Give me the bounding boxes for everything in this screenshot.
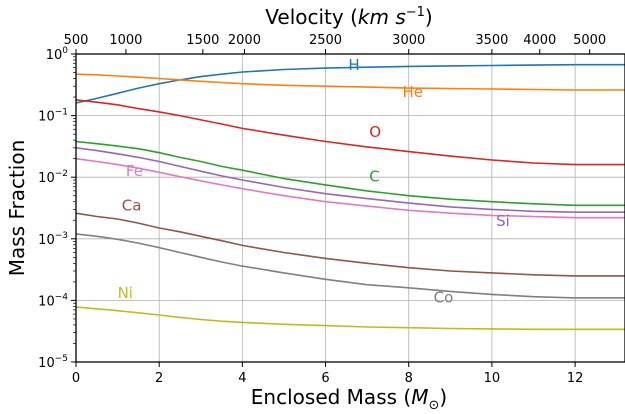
series-line-co [75, 233, 625, 299]
top-axis-title: Velocity (km s−1) [265, 5, 432, 29]
grid [75, 53, 625, 363]
top-tick-label: 2000 [228, 33, 261, 48]
top-tick-label: 5000 [573, 33, 606, 48]
top-tick-label: 3500 [475, 33, 508, 48]
series-line-h [75, 63, 625, 104]
series-label-h: H [348, 56, 359, 74]
series-label-fe: Fe [126, 162, 143, 180]
top-tick-label: 4000 [523, 33, 556, 48]
series-line-si [75, 147, 625, 213]
x-tick-label: 8 [405, 371, 413, 386]
series-line-c [75, 140, 625, 207]
series-line-he [75, 73, 625, 91]
series-line-fe [75, 157, 625, 219]
y-axis-title: Mass Fraction [5, 140, 29, 277]
series-labels: H He O C Si Fe Ca Co Ni [118, 56, 510, 306]
x-tick-label: 4 [238, 371, 246, 386]
top-tick-label: 2500 [309, 33, 342, 48]
series-label-c: C [369, 168, 379, 186]
series-label-he: He [402, 83, 423, 101]
series-label-o: O [369, 123, 381, 141]
series-line-o [75, 99, 625, 166]
y-tick-label: 10−3 [38, 231, 68, 248]
x-tick-label: 12 [567, 371, 584, 386]
top-tick-label: 500 [64, 33, 89, 48]
y-tick-label: 10−4 [38, 292, 68, 309]
x-tick-label: 0 [72, 371, 80, 386]
y-tick-label: 100 [46, 46, 69, 63]
series-line-ni [75, 306, 625, 331]
top-tick-label: 1500 [186, 33, 219, 48]
x-axis-ticks: 0 2 4 6 8 10 12 [72, 362, 584, 386]
series-label-si: Si [496, 212, 510, 230]
y-tick-label: 10−2 [38, 169, 68, 186]
y-axis-ticks: 10−5 10−4 10−3 10−2 10−1 100 [38, 46, 76, 371]
top-axis-ticks: 500 1000 1500 2000 2500 3000 3500 4000 5000 [64, 33, 606, 54]
y-tick-label: 10−1 [38, 108, 68, 125]
series-line-ca [75, 212, 625, 277]
series-label-ni: Ni [118, 284, 133, 302]
series-label-ca: Ca [122, 196, 142, 214]
series-label-co: Co [434, 288, 454, 306]
x-axis-title: Enclosed Mass (M⊙) [251, 385, 447, 413]
top-tick-label: 3000 [392, 33, 425, 48]
x-tick-label: 2 [155, 371, 163, 386]
x-tick-label: 6 [321, 371, 329, 386]
top-tick-label: 1000 [109, 33, 142, 48]
series-lines [75, 63, 625, 331]
y-tick-label: 10−5 [38, 354, 68, 371]
x-tick-label: 10 [484, 371, 501, 386]
plot-frame [75, 53, 625, 363]
